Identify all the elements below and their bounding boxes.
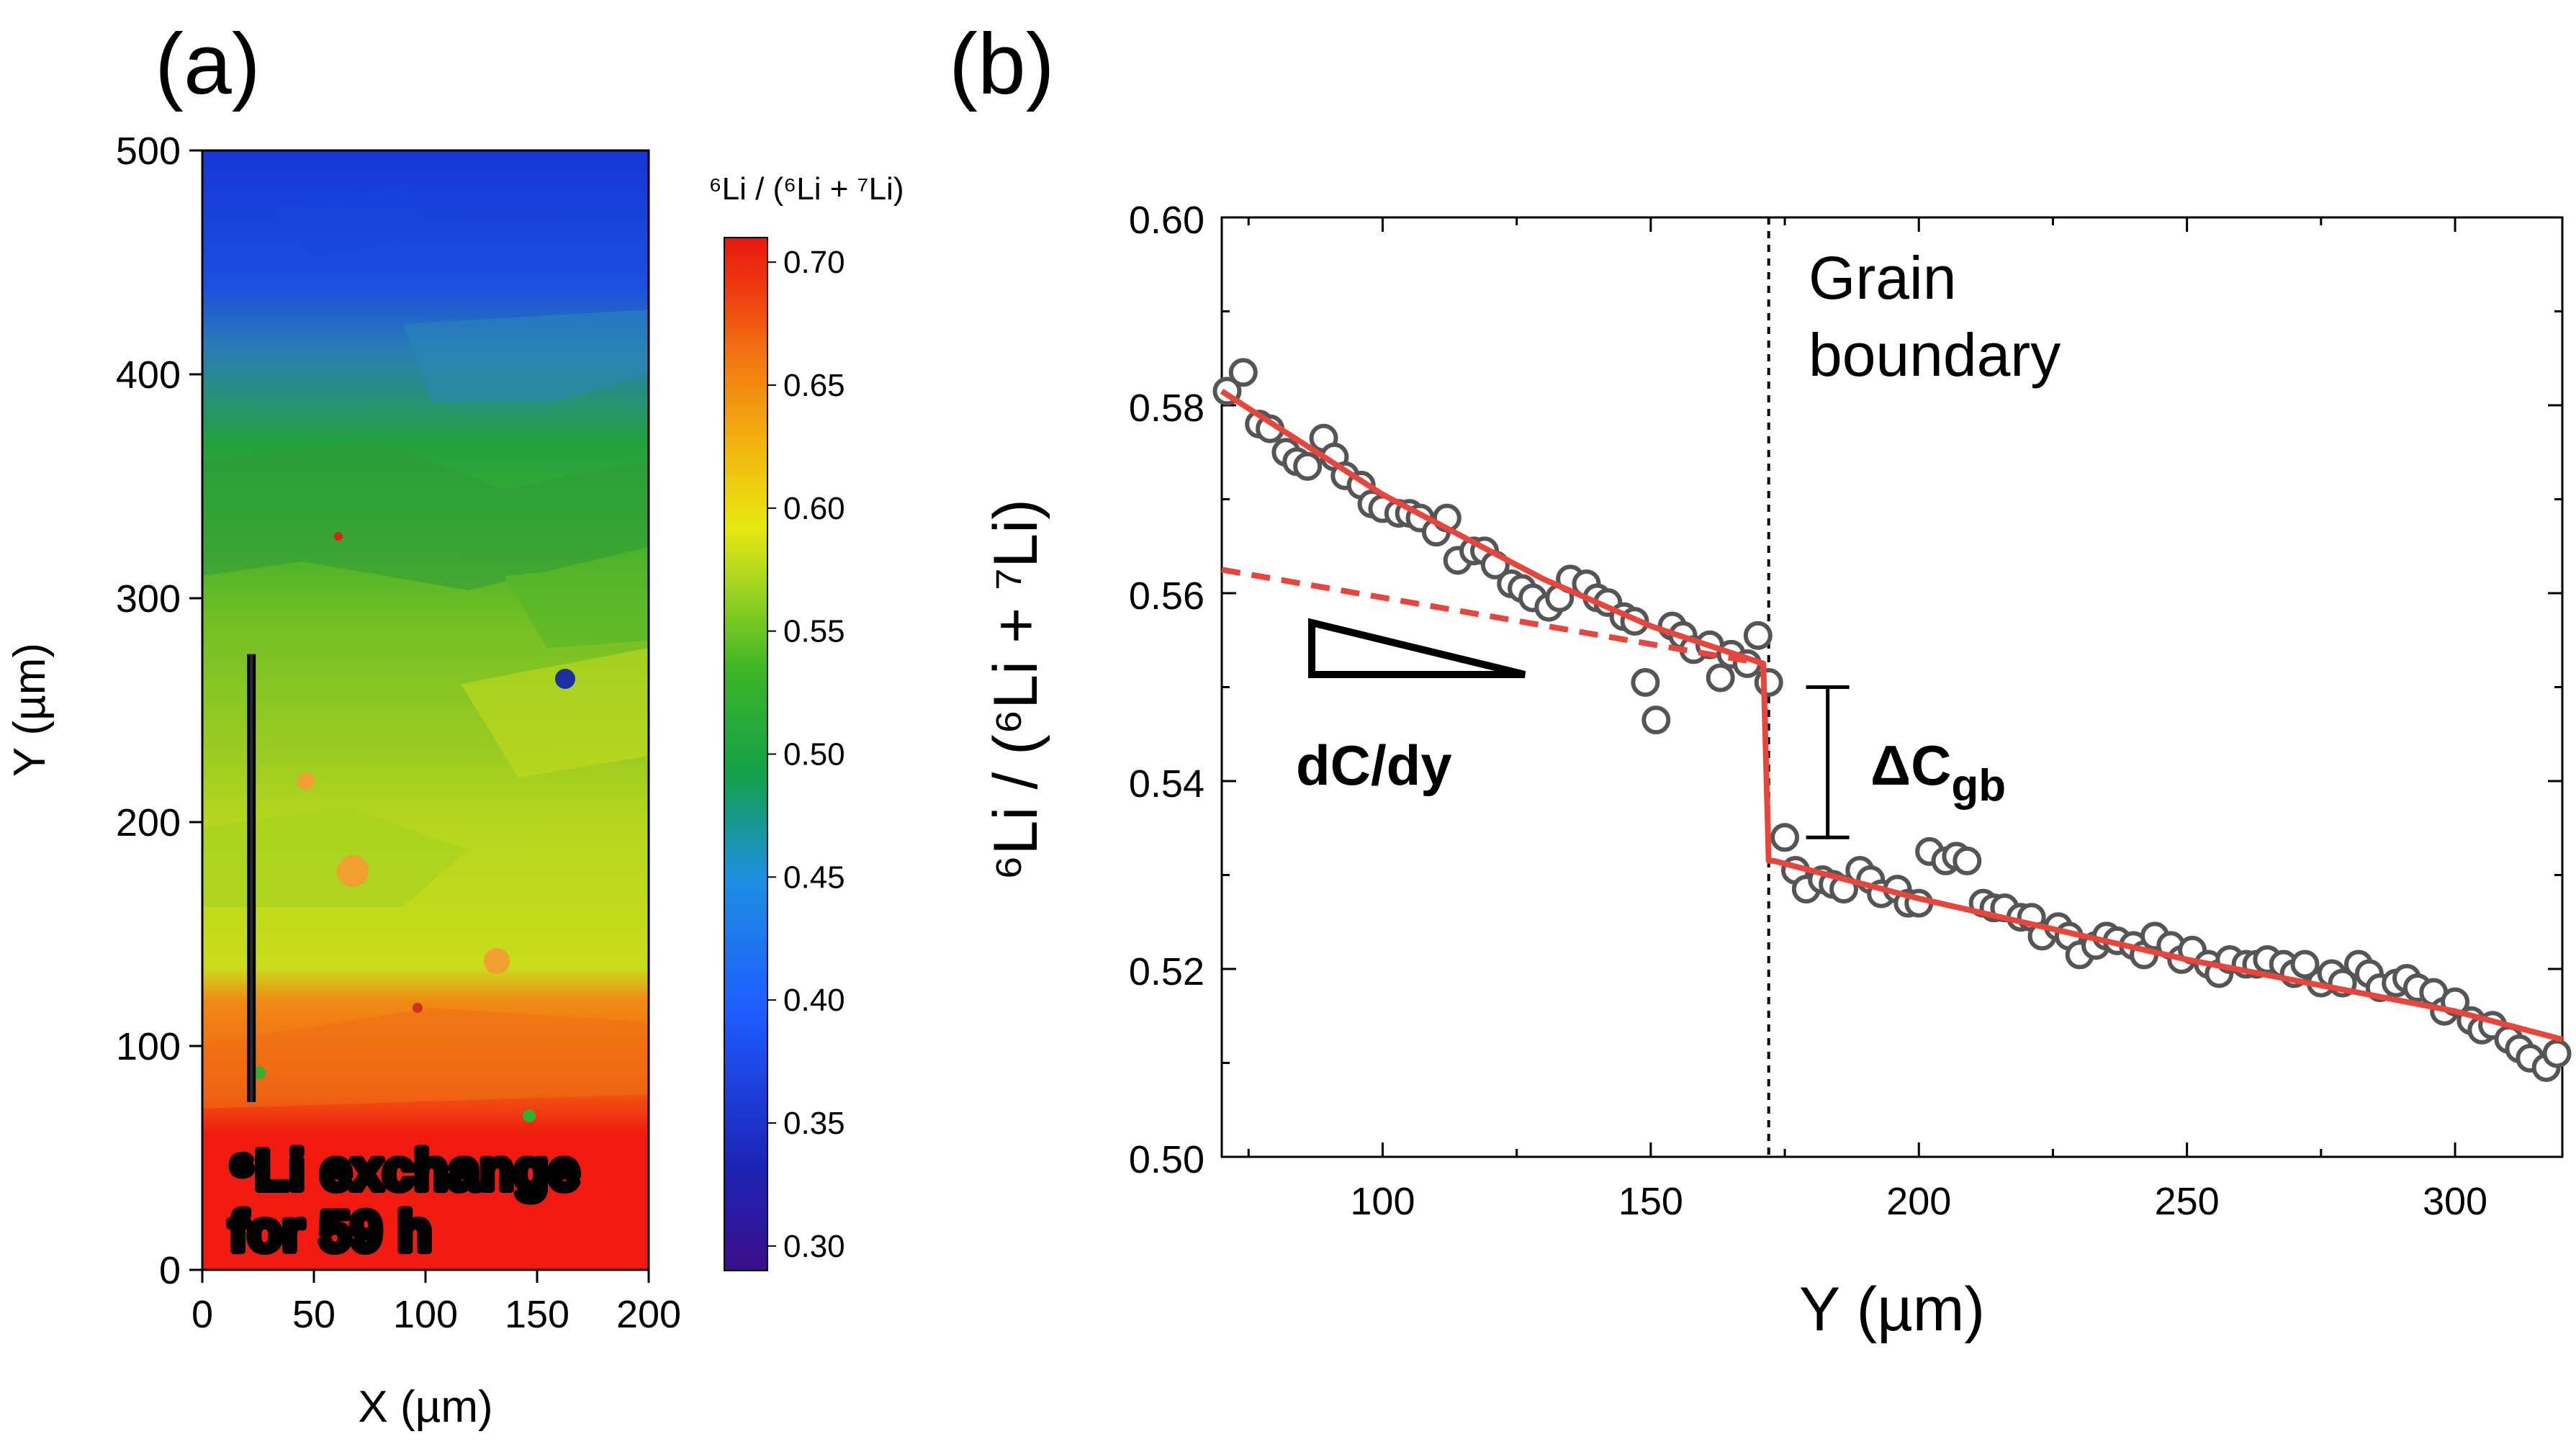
profile-y-tick-label: 0.54 (1129, 762, 1204, 806)
fit-curve (1220, 389, 2564, 1042)
colorbar-tick-label: 0.55 (783, 614, 845, 649)
svg-text:Grain: Grain (1809, 244, 1956, 312)
heatmap-y-tick-label: 200 (116, 801, 181, 844)
svg-text:for 59 h: for 59 h (229, 1199, 432, 1263)
data-point (1953, 846, 1982, 875)
data-point (1293, 451, 1323, 481)
colorbar-gradient (724, 237, 768, 1271)
svg-text:for 59 h: for 59 h (229, 1199, 432, 1263)
profile-x-tick-label: 250 (2155, 1180, 2220, 1223)
profile-x-tick-label: 300 (2423, 1180, 2487, 1223)
colorbar-tick-label: 0.30 (783, 1229, 845, 1264)
colorbar: ⁶Li / (⁶Li + ⁷Li) 0.300.350.400.450.500.… (708, 171, 904, 1271)
data-points (1212, 358, 2572, 1083)
delta-indicator: ΔCgb (1806, 685, 2006, 839)
delta-label: ΔCgb (1870, 734, 2006, 811)
heatmap-annotation: ⁶Li exchange ⁶Li exchange for 59 h for 5… (225, 1135, 583, 1266)
extrapolation-dashed-line (1221, 567, 1764, 667)
profile-x-tick-label: 200 (1886, 1180, 1951, 1223)
colorbar-tick-label: 0.60 (783, 491, 845, 526)
panel-a-label: (a) (155, 16, 261, 112)
colorbar-tick-label: 0.50 (783, 737, 845, 772)
svg-text:⁶Li exchange: ⁶Li exchange (229, 1138, 580, 1201)
profile-y-tick-label: 0.50 (1129, 1138, 1204, 1181)
heatmap-plot: ⁶Li exchange ⁶Li exchange for 59 h for 5… (201, 149, 650, 1271)
profile-x-tick-label: 150 (1618, 1180, 1683, 1223)
grain-texture (202, 187, 649, 1109)
colorbar-title: ⁶Li / (⁶Li + ⁷Li) (708, 171, 904, 207)
grain-boundary-label: Grain boundary (1809, 244, 2061, 389)
data-point (1631, 667, 1660, 697)
colorbar-tick-label: 0.70 (783, 245, 845, 280)
colorbar-ticks: 0.30 0.35 0.40 0.45 0.50 0.55 0.60 0.65 0.70 (767, 245, 845, 1264)
data-point (1770, 823, 1800, 852)
data-point (1706, 663, 1735, 693)
heatmap-y-axis-label: Y (µm) (5, 643, 55, 777)
data-point (1754, 667, 1783, 697)
colorbar-tick-label: 0.40 (783, 983, 845, 1018)
colorbar-tick-label: 0.65 (783, 368, 845, 403)
svg-text:⁶Li exchange: ⁶Li exchange (229, 1138, 580, 1201)
heatmap-x-tick-label: 200 (616, 1293, 681, 1336)
heatmap-axes: 0 50 100 150 200 0 100 200 300 400 500 (116, 130, 681, 1336)
svg-text:boundary: boundary (1809, 321, 2061, 389)
data-point (1641, 705, 1671, 735)
heatmap-y-tick-label: 100 (116, 1025, 181, 1068)
profile-y-tick-label: 0.56 (1129, 574, 1204, 618)
panel-b-label: (b) (949, 16, 1055, 112)
profile-y-tick-label: 0.58 (1129, 387, 1204, 430)
colorbar-tick-label: 0.45 (783, 860, 845, 895)
heatmap-x-tick-label: 150 (505, 1293, 569, 1336)
data-point (2542, 1039, 2572, 1068)
heatmap-y-tick-label: 0 (159, 1249, 181, 1292)
profile-axes: 100 150 200 250 300 0.50 0.52 0.54 0.56 0.58 0.60 (1129, 199, 2562, 1223)
heatmap-y-tick-label: 400 (116, 353, 181, 397)
heatmap-x-tick-label: 50 (292, 1293, 335, 1336)
profile-y-tick-label: 0.52 (1129, 950, 1204, 993)
data-point (1228, 358, 1258, 387)
profile-plot: 100 150 200 250 3000.500.520.540.560.580.60 … (1129, 199, 2572, 1223)
colorbar-tick-label: 0.35 (783, 1106, 845, 1141)
heatmap-y-tick-label: 300 (116, 577, 181, 621)
data-point (1743, 621, 1773, 650)
data-point (2290, 950, 2320, 979)
heatmap-x-tick-label: 100 (393, 1293, 458, 1336)
profile-y-axis-label: ⁶Li / (⁶Li + ⁷Li) (981, 499, 1050, 880)
slope-indicator: dC/dy (1296, 618, 1526, 797)
profile-x-axis-label: Y (µm) (1799, 1275, 1985, 1344)
heatmap-x-tick-label: 0 (192, 1293, 213, 1336)
profile-y-tick-label: 0.60 (1129, 199, 1204, 242)
heatmap-spots (253, 532, 575, 1122)
heatmap-y-tick-label: 500 (116, 130, 181, 173)
heatmap-x-axis-label: X (µm) (358, 1382, 492, 1432)
slope-triangle (1308, 618, 1526, 678)
slope-label: dC/dy (1296, 734, 1452, 797)
profile-x-tick-label: 100 (1350, 1180, 1415, 1223)
